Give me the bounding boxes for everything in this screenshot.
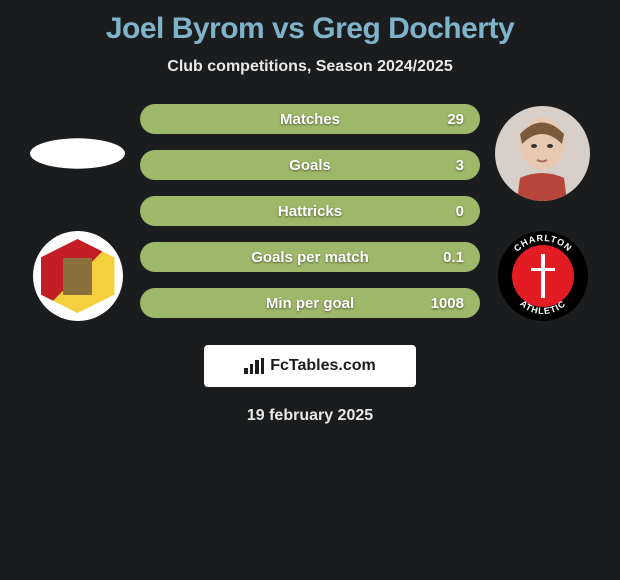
bar-chart-icon — [244, 358, 264, 374]
stats-column: Matches 29 Goals 3 Hattricks 0 Goals per… — [140, 104, 480, 318]
stat-row-matches: Matches 29 — [140, 104, 480, 134]
stat-label: Goals per match — [251, 249, 369, 266]
charlton-text: CHARLTON ATHLETIC — [498, 231, 588, 321]
stat-value: 1008 — [431, 295, 464, 312]
stat-row-hattricks: Hattricks 0 — [140, 196, 480, 226]
stat-label: Goals — [289, 157, 331, 174]
right-side: CHARLTON ATHLETIC — [490, 104, 595, 321]
stat-value: 0.1 — [443, 249, 464, 266]
player-left-photo — [30, 138, 125, 168]
stat-value: 3 — [456, 157, 464, 174]
footer-brand-text: FcTables.com — [270, 357, 376, 375]
footer-date: 19 february 2025 — [0, 407, 620, 425]
left-side — [25, 104, 130, 321]
club-right-badge: CHARLTON ATHLETIC — [498, 231, 588, 321]
stat-label: Matches — [280, 111, 340, 128]
svg-text:ATHLETIC: ATHLETIC — [518, 298, 567, 316]
footer-brand-badge[interactable]: FcTables.com — [204, 345, 416, 387]
stat-label: Hattricks — [278, 203, 342, 220]
comparison-card: Joel Byrom vs Greg Docherty Club competi… — [0, 0, 620, 425]
player-right-photo — [495, 106, 590, 201]
stat-value: 0 — [456, 203, 464, 220]
stat-row-goals: Goals 3 — [140, 150, 480, 180]
comparison-subtitle: Club competitions, Season 2024/2025 — [0, 58, 620, 76]
comparison-title: Joel Byrom vs Greg Docherty — [0, 12, 620, 46]
stat-row-min-per-goal: Min per goal 1008 — [140, 288, 480, 318]
club-left-badge — [33, 231, 123, 321]
player-face-icon — [495, 106, 590, 201]
stat-row-goals-per-match: Goals per match 0.1 — [140, 242, 480, 272]
main-layout: Matches 29 Goals 3 Hattricks 0 Goals per… — [0, 104, 620, 321]
stevenage-crest — [41, 239, 115, 313]
stat-value: 29 — [447, 111, 464, 128]
stat-label: Min per goal — [266, 295, 354, 312]
svg-text:CHARLTON: CHARLTON — [511, 233, 573, 254]
